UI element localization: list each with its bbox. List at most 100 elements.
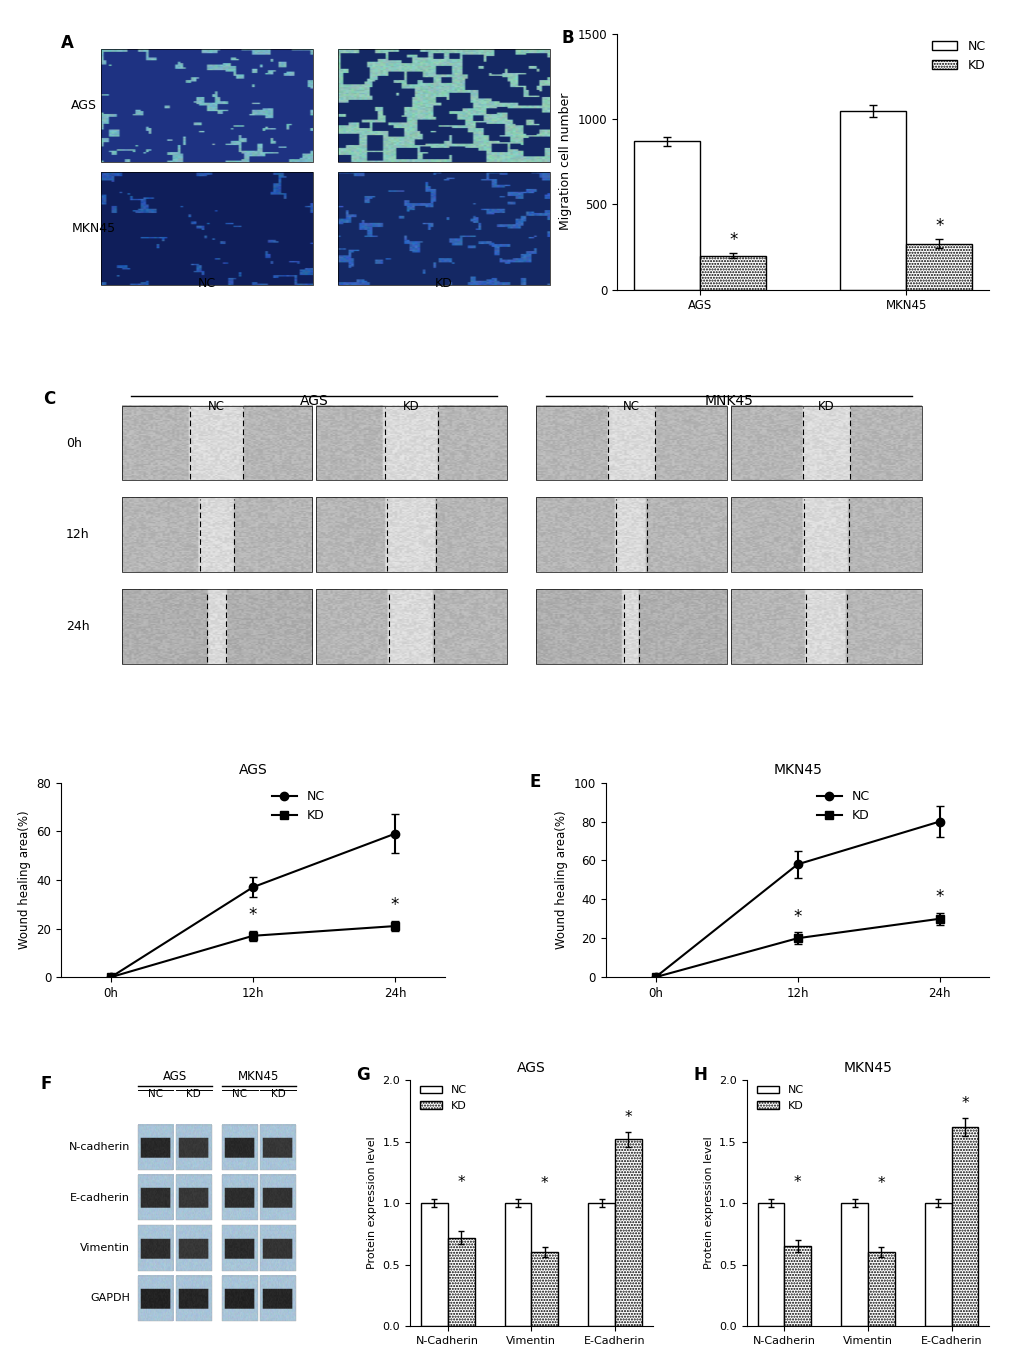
Bar — [121, 406, 312, 480]
Text: KD: KD — [817, 400, 835, 413]
Text: KD: KD — [186, 1089, 201, 1099]
Bar — [536, 589, 726, 664]
Text: *: * — [457, 1174, 465, 1189]
Text: Vimentin: Vimentin — [79, 1243, 129, 1253]
Bar — [634, 141, 699, 290]
Text: F: F — [41, 1076, 52, 1093]
Bar — [175, 1174, 211, 1220]
Legend: NC, KD: NC, KD — [267, 785, 330, 827]
Bar — [101, 172, 313, 284]
Text: KD: KD — [403, 400, 420, 413]
Text: H: H — [693, 1066, 706, 1084]
Y-axis label: Wound healing area(%): Wound healing area(%) — [554, 810, 568, 950]
Bar — [221, 1124, 257, 1170]
Text: *: * — [540, 1176, 548, 1191]
Bar — [906, 244, 971, 290]
Text: A: A — [61, 34, 74, 51]
Bar — [260, 1174, 296, 1220]
Text: MKN45: MKN45 — [237, 1070, 279, 1082]
Bar — [841, 1203, 867, 1326]
Bar — [121, 589, 312, 664]
Legend: NC, KD: NC, KD — [811, 785, 874, 827]
Text: *: * — [390, 897, 398, 915]
Bar — [316, 589, 506, 664]
Text: E-cadherin: E-cadherin — [70, 1192, 129, 1203]
Bar — [924, 1203, 951, 1326]
Text: *: * — [729, 231, 737, 249]
Bar — [757, 1203, 784, 1326]
Bar — [536, 406, 726, 480]
Text: *: * — [793, 1174, 801, 1189]
Text: *: * — [934, 216, 943, 235]
Text: GAPDH: GAPDH — [90, 1293, 129, 1303]
Text: 12h: 12h — [66, 528, 90, 541]
Text: 0h: 0h — [66, 437, 82, 449]
Y-axis label: Wound healing area(%): Wound healing area(%) — [18, 810, 31, 950]
Text: KD: KD — [434, 277, 452, 290]
Legend: NC, KD: NC, KD — [415, 1081, 471, 1115]
Bar — [260, 1124, 296, 1170]
Bar — [447, 1238, 474, 1326]
Bar — [316, 498, 506, 572]
Bar — [101, 49, 313, 162]
Text: *: * — [934, 888, 943, 907]
Text: NC: NC — [148, 1089, 163, 1099]
Text: *: * — [876, 1176, 884, 1191]
Text: *: * — [960, 1096, 968, 1111]
Y-axis label: Protein expression level: Protein expression level — [367, 1137, 377, 1269]
Text: MKN45: MKN45 — [71, 222, 115, 235]
Y-axis label: Protein expression level: Protein expression level — [703, 1137, 713, 1269]
Text: AGS: AGS — [162, 1070, 186, 1082]
Bar — [867, 1253, 894, 1326]
Text: MNK45: MNK45 — [704, 394, 753, 409]
Text: AGS: AGS — [71, 99, 97, 112]
Title: MKN45: MKN45 — [772, 763, 821, 778]
Bar — [138, 1124, 173, 1170]
Bar — [260, 1226, 296, 1270]
Text: *: * — [249, 907, 257, 924]
Text: E: E — [529, 773, 540, 792]
Text: N-cadherin: N-cadherin — [68, 1142, 129, 1153]
Text: NC: NC — [198, 277, 216, 290]
Text: NC: NC — [208, 400, 225, 413]
Bar — [175, 1226, 211, 1270]
Title: AGS: AGS — [517, 1061, 545, 1074]
Bar — [731, 589, 921, 664]
Bar — [337, 172, 549, 284]
Text: KD: KD — [270, 1089, 285, 1099]
Bar — [504, 1203, 531, 1326]
Bar — [840, 111, 906, 290]
Bar — [731, 406, 921, 480]
Title: MKN45: MKN45 — [843, 1061, 892, 1074]
Bar — [614, 1139, 641, 1326]
Text: 24h: 24h — [66, 620, 90, 633]
Bar — [138, 1174, 173, 1220]
Bar — [951, 1127, 977, 1326]
Bar — [731, 498, 921, 572]
Text: NC: NC — [232, 1089, 247, 1099]
Text: *: * — [793, 908, 801, 925]
Bar — [260, 1276, 296, 1321]
Bar — [221, 1226, 257, 1270]
Text: B: B — [560, 28, 574, 47]
Bar — [531, 1253, 557, 1326]
Bar — [138, 1226, 173, 1270]
Legend: NC, KD: NC, KD — [751, 1081, 807, 1115]
Bar — [316, 406, 506, 480]
Bar — [221, 1174, 257, 1220]
Text: NC: NC — [623, 400, 640, 413]
Text: G: G — [357, 1066, 370, 1084]
Y-axis label: Migration cell number: Migration cell number — [558, 93, 572, 230]
Bar — [337, 49, 549, 162]
Text: C: C — [43, 390, 55, 409]
Legend: NC, KD: NC, KD — [926, 35, 989, 77]
Bar — [536, 498, 726, 572]
Bar — [588, 1203, 614, 1326]
Text: *: * — [624, 1109, 632, 1124]
Bar — [175, 1276, 211, 1321]
Title: AGS: AGS — [238, 763, 267, 778]
Bar — [221, 1276, 257, 1321]
Bar — [699, 256, 765, 290]
Bar — [121, 498, 312, 572]
Bar — [175, 1124, 211, 1170]
